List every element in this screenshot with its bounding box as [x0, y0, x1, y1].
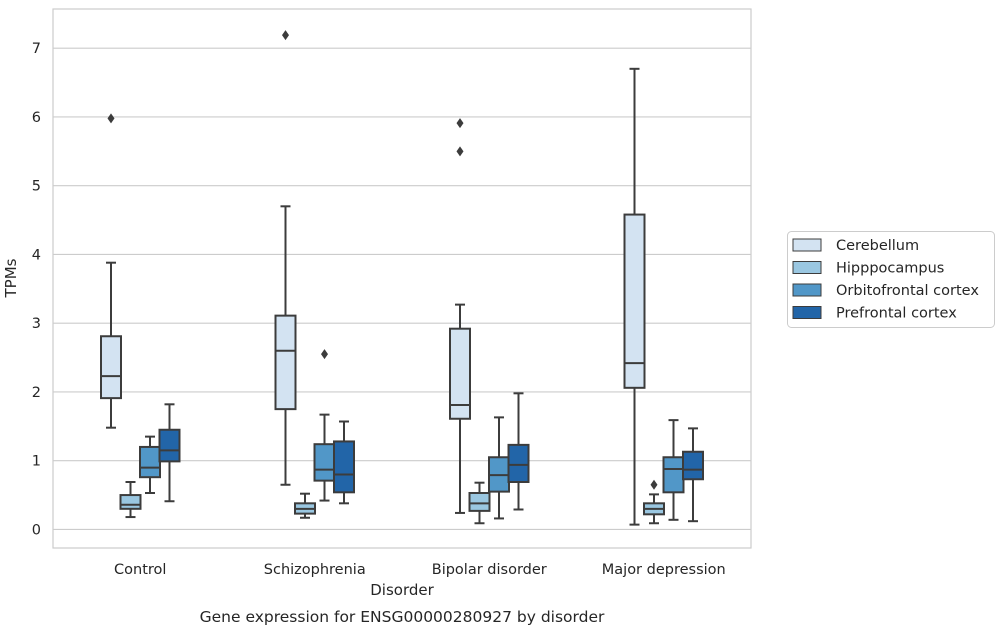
- box: [623, 213, 646, 389]
- plot-series: [100, 30, 704, 526]
- outlier-point: [107, 113, 115, 124]
- outlier-point: [456, 118, 464, 129]
- box-group: [662, 419, 685, 521]
- box-group: [158, 403, 181, 503]
- outlier-point: [650, 479, 658, 490]
- box: [468, 492, 491, 512]
- x-tick-label: Control: [114, 562, 166, 578]
- box: [139, 445, 161, 479]
- x-tick-label: Schizophrenia: [264, 562, 366, 578]
- legend-label: Prefrontal cortex: [836, 306, 957, 322]
- box: [158, 428, 181, 463]
- box-group: [643, 479, 665, 525]
- box: [449, 327, 471, 420]
- y-tick-label: 2: [32, 385, 41, 401]
- box: [662, 456, 685, 494]
- outlier-point: [321, 349, 328, 360]
- legend-label: Hipppocampus: [836, 261, 944, 277]
- x-tick-label: Bipolar disorder: [432, 562, 547, 578]
- box-group: [313, 349, 336, 502]
- box-group: [274, 30, 297, 486]
- legend: Cerebellum Hipppocampus Orbitofrontal cort…: [787, 231, 995, 328]
- y-axis-ticks: 0 1 2 3 4 5 6 7: [32, 41, 41, 538]
- y-tick-label: 6: [32, 110, 41, 126]
- box: [274, 314, 297, 411]
- x-tick-label: Major depression: [602, 562, 726, 578]
- box-group: [449, 118, 471, 514]
- y-tick-label: 1: [32, 454, 41, 470]
- box-group: [294, 492, 316, 519]
- legend-swatch: [792, 306, 822, 319]
- box-group: [468, 481, 491, 525]
- box: [682, 450, 704, 481]
- y-tick-label: 7: [32, 41, 41, 57]
- box-group: [507, 392, 530, 511]
- outlier-point: [456, 146, 464, 157]
- x-axis-label: Disorder: [370, 581, 434, 599]
- box-group: [682, 427, 704, 523]
- legend-label: Cerebellum: [836, 238, 919, 254]
- y-tick-label: 3: [32, 316, 41, 332]
- legend-frame: [787, 231, 995, 328]
- legend-swatch: [792, 283, 822, 297]
- box: [507, 443, 530, 483]
- chart-title: Gene expression for ENSG00000280927 by d…: [200, 608, 605, 626]
- y-tick-label: 4: [32, 247, 41, 263]
- box-group: [119, 481, 142, 519]
- legend-label: Orbitofrontal cortex: [836, 283, 979, 299]
- x-axis-ticks: Control Schizophrenia Bipolar disorder Majo…: [114, 562, 726, 578]
- box-group: [333, 420, 355, 505]
- box: [119, 494, 142, 510]
- box-group: [623, 67, 646, 526]
- y-tick-label: 5: [32, 179, 41, 195]
- y-axis-label: TPMs: [2, 258, 20, 298]
- box-group: [100, 113, 122, 429]
- plot-area-frame: [52, 8, 752, 549]
- box: [313, 443, 336, 482]
- legend-swatch: [792, 261, 822, 274]
- box: [100, 335, 122, 400]
- legend-swatch: [792, 238, 822, 252]
- box: [333, 440, 355, 494]
- outlier-point: [282, 30, 289, 41]
- y-tick-label: 0: [32, 522, 41, 538]
